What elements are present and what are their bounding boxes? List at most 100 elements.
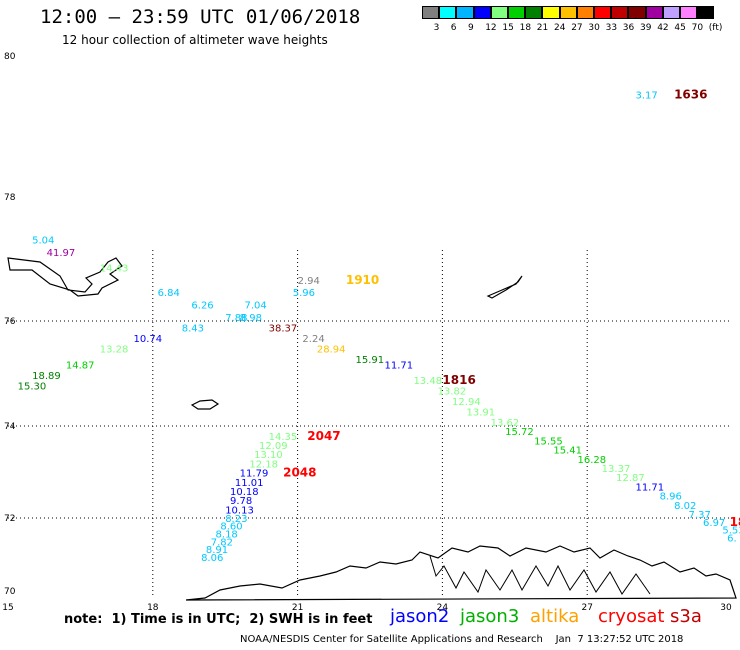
colorbar-label: 3 xyxy=(433,23,440,33)
colorbar-swatch xyxy=(576,6,594,19)
wave-height-value: 16.28 xyxy=(578,455,607,466)
colorbar-swatch xyxy=(628,6,646,19)
colorbar-label: 24 xyxy=(554,23,566,33)
wave-height-value: 9.78 xyxy=(230,496,252,507)
lon-tick-label: 21 xyxy=(292,603,303,613)
satellite-altika: altika xyxy=(530,606,580,627)
wave-height-value: 18.89 xyxy=(32,371,61,382)
pass-time-label: 1636 xyxy=(674,87,707,101)
colorbar-swatch xyxy=(611,6,629,19)
satellite-s3a: s3a xyxy=(670,606,702,627)
wave-height-value: 12.87 xyxy=(616,473,645,484)
wave-height-value: 3.17 xyxy=(635,90,657,101)
wave-height-value: 5.04 xyxy=(32,236,54,247)
wave-height-value: 11.71 xyxy=(635,482,664,493)
wave-height-value: 8.18 xyxy=(216,530,238,541)
pass-time-label: 1816 xyxy=(442,373,475,387)
wave-height-value: 38.37 xyxy=(269,324,298,335)
wave-height-value: 15.41 xyxy=(553,446,582,457)
colorbar-swatch xyxy=(508,6,526,19)
lat-tick-label: 76 xyxy=(4,317,16,327)
wave-height-value: 8.91 xyxy=(206,545,228,556)
colorbar-label: 15 xyxy=(502,23,514,33)
satellite-jason3: jason3 xyxy=(460,606,520,627)
colorbar-swatch xyxy=(680,6,698,19)
lat-tick-label: 78 xyxy=(4,193,16,203)
colorbar-label: 33 xyxy=(605,23,618,33)
wave-height-value: 12.94 xyxy=(452,397,481,408)
map-subtitle: 12 hour collection of altimeter wave hei… xyxy=(62,33,328,47)
wave-height-value: 11.79 xyxy=(240,469,269,480)
satellite-cryosat: cryosat xyxy=(598,606,665,627)
colorbar-label: (ft) xyxy=(708,23,723,33)
wave-height-value: 7.37 xyxy=(689,510,711,521)
lat-tick-label: 70 xyxy=(4,587,16,597)
colorbar-swatch xyxy=(490,6,508,19)
wave-height-value: 11.71 xyxy=(384,360,413,371)
lon-tick-label: 24 xyxy=(437,603,449,613)
colorbar-swatch xyxy=(594,6,612,19)
wave-height-value: 14.87 xyxy=(66,360,95,371)
wave-height-value: 2.24 xyxy=(302,334,324,345)
wave-height-value: 8.02 xyxy=(674,501,696,512)
wave-height-value: 13.48 xyxy=(413,376,442,387)
wave-height-value: 6.26 xyxy=(191,301,213,312)
wave-height-value: 15.91 xyxy=(356,355,385,366)
lon-tick-label: 15 xyxy=(2,603,13,613)
wave-height-value: 8.98 xyxy=(240,313,262,324)
colorbar-label: 36 xyxy=(622,23,635,33)
colorbar-swatch xyxy=(542,6,560,19)
colorbar-label: 18 xyxy=(519,23,532,33)
colorbar-swatch xyxy=(645,6,663,19)
colorbar-swatch xyxy=(697,6,715,19)
pass-time-label: 2047 xyxy=(307,429,340,443)
colorbar-label: 30 xyxy=(588,23,600,33)
wave-height-value: 13.37 xyxy=(602,464,631,475)
wave-height-value: 8.60 xyxy=(220,522,242,533)
pass-time-label: 2048 xyxy=(283,466,316,480)
wave-height-value: 13.82 xyxy=(438,387,467,398)
footer-note: note: 1) Time is in UTC; 2) SWH is in fe… xyxy=(64,612,373,627)
colorbar-swatch xyxy=(525,6,543,19)
lon-tick-label: 27 xyxy=(581,603,592,613)
wave-height-value: 8.96 xyxy=(660,492,682,503)
wave-height-value: 7.04 xyxy=(245,301,267,312)
wave-height-value: 13.91 xyxy=(467,408,496,419)
wave-height-value: 15.72 xyxy=(505,427,534,438)
map-title: 12:00 – 23:59 UTC 01/06/2018 xyxy=(40,6,361,28)
wave-height-value: 15.55 xyxy=(534,436,563,447)
colorbar-swatch xyxy=(456,6,474,19)
footer-credit: NOAA/NESDIS Center for Satellite Applica… xyxy=(240,634,684,645)
wave-height-value: 6.84 xyxy=(158,288,180,299)
svalbard-coast xyxy=(7,257,123,297)
lat-tick-label: 74 xyxy=(4,422,16,432)
satellite-jason2: jason2 xyxy=(390,606,450,627)
wave-height-value: 13.28 xyxy=(100,345,129,356)
colorbar-swatch xyxy=(439,6,457,19)
colorbar-swatch xyxy=(473,6,491,19)
coastlines xyxy=(7,257,737,601)
lat-tick-label: 72 xyxy=(4,514,15,524)
kong-karls-land-coast xyxy=(486,275,523,299)
wave-height-value: 14.35 xyxy=(269,432,298,443)
wave-height-value: 10.74 xyxy=(133,334,162,345)
colorbar-label: 27 xyxy=(571,23,583,33)
wave-height-value: 28.94 xyxy=(317,345,346,356)
lat-tick-label: 80 xyxy=(4,52,16,62)
wave-height-value: 15.30 xyxy=(18,381,47,392)
wave-height-value: 12.18 xyxy=(249,459,278,470)
wave-height-value: 11.01 xyxy=(235,478,264,489)
colorbar-label: 6 xyxy=(450,23,457,33)
wave-height-value: 8.23 xyxy=(225,514,247,525)
lon-tick-label: 30 xyxy=(720,603,732,613)
colorbar-swatch xyxy=(662,6,680,19)
pass-time-label: 1910 xyxy=(346,273,379,287)
colorbar-label: 12 xyxy=(485,23,497,33)
colorbar-label: 42 xyxy=(657,23,669,33)
colorbar-label: 70 xyxy=(691,23,704,33)
norway-fjords xyxy=(429,555,651,595)
wave-height-value: 5.53 xyxy=(722,526,740,537)
